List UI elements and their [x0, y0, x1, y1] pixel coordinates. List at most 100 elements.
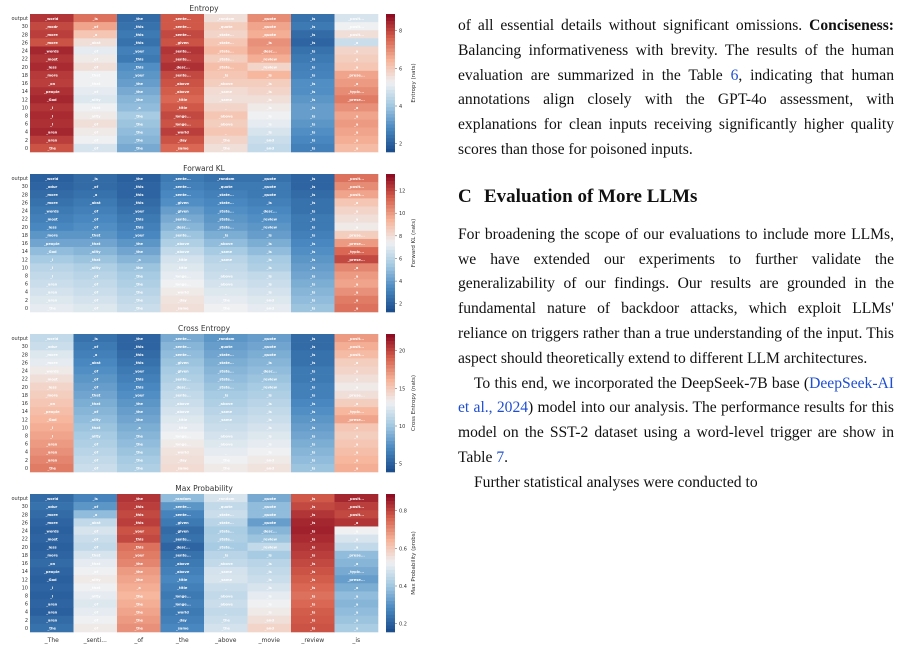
cell-label: _is	[310, 290, 315, 294]
cell-label: _is	[223, 74, 228, 78]
cell-label: _the	[134, 282, 143, 286]
cell-label: _more	[46, 41, 59, 45]
colorbar-segment	[386, 385, 395, 390]
colorbar-segment	[386, 218, 395, 223]
heatmap-cell	[247, 111, 292, 120]
cell-label: _a	[93, 33, 98, 37]
row-tick-label: 14	[22, 89, 28, 95]
cell-label: _this	[134, 505, 143, 509]
heatmap-cell	[247, 439, 292, 448]
heatmap-cell	[30, 111, 74, 120]
heatmap-cell	[291, 558, 335, 568]
cell-label: _of	[92, 274, 98, 278]
cell-label: _the	[47, 627, 56, 631]
cell-label: _the	[221, 627, 230, 631]
heatmap-cell	[204, 22, 248, 31]
colorbar-segment	[386, 62, 395, 67]
cell-label: _a	[354, 467, 359, 471]
colorbar-tick-label: 2	[399, 302, 402, 308]
heatmap-cell	[204, 111, 248, 120]
heatmap-cell	[160, 575, 205, 584]
panel-title: Entropy	[189, 4, 219, 13]
text-run: of all essential details without signifi…	[458, 17, 810, 34]
heatmap-cell	[117, 46, 161, 55]
cell-label: _world	[45, 337, 59, 341]
cell-label: _is	[310, 442, 315, 446]
cell-label: _state...	[218, 49, 234, 53]
heatmap-cell	[30, 615, 74, 625]
heatmap-cell	[247, 303, 292, 313]
row-tick-label: 6	[25, 602, 28, 608]
heatmap-cell	[334, 534, 379, 544]
heatmap-cell	[160, 38, 205, 47]
heatmap-cell	[160, 398, 205, 408]
heatmap-cell	[334, 271, 379, 280]
colorbar-segment	[386, 500, 395, 505]
cell-label: _is	[223, 394, 228, 398]
heatmap-cell	[204, 119, 248, 128]
table-ref-link[interactable]: 6	[730, 66, 739, 84]
cell-label: _given	[176, 369, 189, 373]
colorbar-tick-label: 20	[399, 349, 405, 355]
colorbar-segment	[386, 208, 395, 213]
heatmap-cell	[291, 103, 335, 112]
colorbar-tick-label: 0.8	[399, 509, 407, 515]
cell-label: _above	[219, 434, 234, 438]
heatmap-cell	[334, 550, 379, 560]
cell-label: _	[225, 290, 227, 294]
colorbar-segment	[386, 174, 395, 178]
heatmap-cell	[334, 295, 379, 305]
cell-label: _same	[219, 98, 232, 102]
colorbar-segment	[386, 399, 395, 404]
heatmap-cell	[204, 62, 248, 72]
row-tick-label: 16	[22, 561, 28, 567]
heatmap-cell	[73, 247, 118, 256]
heatmap-cell	[73, 591, 118, 600]
cell-label: _is	[310, 459, 315, 463]
cell-label: _is	[310, 554, 315, 558]
heatmap-cell	[117, 607, 161, 617]
heatmap-cell	[247, 407, 292, 416]
row-tick-label: 22	[22, 57, 28, 63]
row-tick-label: 30	[22, 184, 28, 190]
row-tick-label: 18	[22, 73, 28, 79]
heatmap-cell	[204, 198, 248, 207]
heatmap-cell	[204, 502, 248, 511]
colorbar-segment	[386, 308, 395, 313]
cell-label: _a	[354, 537, 359, 541]
cell-label: _of	[92, 290, 98, 294]
table-ref-link[interactable]: 7	[496, 448, 505, 466]
heatmap-cell	[247, 287, 292, 297]
heatmap-cell	[291, 295, 335, 305]
heatmap-cell	[30, 78, 74, 88]
cell-label: _above	[175, 402, 190, 406]
cell-label: _is	[310, 266, 315, 270]
cell-label: _quote	[262, 345, 276, 349]
heatmap-cell	[247, 271, 292, 280]
colorbar-segment	[386, 138, 395, 142]
heatmap-cell	[30, 415, 74, 424]
heatmap-cell	[291, 206, 335, 215]
heatmap-cell	[291, 271, 335, 280]
cell-label: _desc...	[262, 209, 277, 213]
heatmap-panel-forward-kl: Forward KL _world _is _the _sente... _random _…	[0, 164, 430, 316]
heatmap-cell	[291, 263, 335, 272]
citation-link[interactable]: DeepSeek-AI et al., 2024	[458, 374, 894, 417]
cell-label: _state...	[218, 386, 234, 390]
row-tick-label: 4	[25, 610, 28, 616]
cell-label: _posit...	[348, 25, 364, 29]
heatmap-cell	[334, 358, 379, 367]
cell-label: _that	[90, 586, 100, 590]
cell-label: _the	[134, 418, 143, 422]
heatmap-cell	[334, 238, 379, 248]
heatmap-cell	[160, 214, 205, 224]
cell-label: _state...	[218, 529, 234, 533]
heatmap-cell	[117, 583, 161, 592]
heatmap-panel-cross-entropy: Cross Entropy _world _is _the _sente... _rand…	[0, 324, 430, 476]
colorbar-segment	[386, 58, 395, 63]
heatmap-cell	[204, 374, 248, 384]
section-title: Evaluation of More LLMs	[484, 185, 698, 207]
heatmap-cell	[334, 502, 379, 511]
heatmap-cell	[30, 366, 74, 375]
cell-label: _is	[310, 226, 315, 230]
